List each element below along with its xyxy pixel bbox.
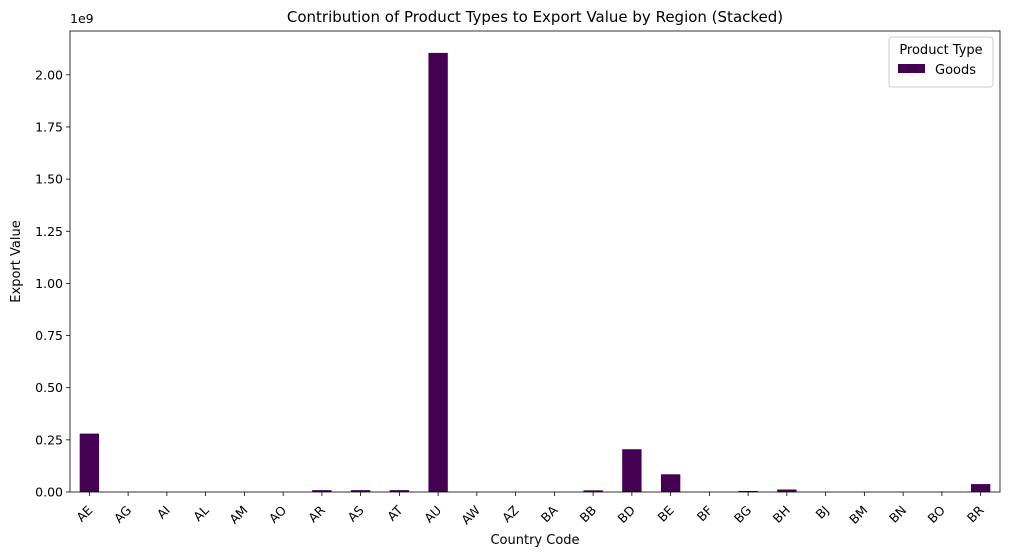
bar-bh-goods — [777, 489, 797, 492]
x-tick-label-bj: BJ — [812, 503, 831, 522]
bar-br-goods — [970, 484, 991, 492]
x-tick-label-as: AS — [344, 502, 366, 524]
y-axis: 0.00 0.25 0.50 0.75 1.00 1.25 1.50 1.75 2.00 — [35, 67, 70, 500]
x-tick-label-ae: AE — [73, 502, 95, 524]
legend-swatch-goods — [898, 64, 925, 73]
chart-title: Contribution of Product Types to Export … — [287, 8, 783, 26]
y-tick-label: 0.25 — [35, 432, 63, 447]
x-axis: AE AG AI AL AM AO AR AS AT AU AW AZ BA BB BD BE BF BG BH BJ… — [73, 492, 987, 527]
y-tick-label: 1.25 — [35, 224, 63, 239]
x-tick-label-bf: BF — [694, 503, 716, 525]
y-tick-label: 2.00 — [35, 67, 63, 82]
bar-bg-goods — [738, 490, 758, 492]
x-tick-label-az: AZ — [499, 503, 522, 526]
bar-ar-goods — [312, 490, 332, 492]
x-tick-label-bm: BM — [846, 503, 870, 527]
x-tick-label-br: BR — [964, 502, 987, 525]
x-tick-label-ar: AR — [305, 502, 328, 525]
x-tick-label-bb: BB — [577, 503, 600, 526]
bar-bb-goods — [583, 490, 603, 492]
y-axis-label: Export Value — [9, 220, 24, 302]
x-tick-label-ai: AI — [154, 503, 173, 522]
y-tick-label: 1.50 — [35, 172, 63, 187]
x-tick-label-ao: AO — [266, 502, 290, 526]
x-tick-label-au: AU — [421, 503, 444, 526]
y-tick-label: 0.00 — [35, 485, 63, 500]
x-tick-label-at: AT — [384, 502, 406, 524]
bar-at-goods — [389, 490, 410, 492]
x-tick-label-bo: BO — [925, 502, 949, 526]
legend-items: Goods — [898, 63, 976, 78]
x-tick-label-am: AM — [226, 503, 250, 527]
bar-bd-goods — [622, 449, 642, 492]
x-axis-label: Country Code — [490, 533, 579, 548]
legend-box — [888, 36, 994, 88]
legend-title: Product Type — [899, 43, 982, 58]
x-tick-label-be: BE — [654, 502, 676, 524]
plot-frame — [69, 30, 1001, 493]
legend-label-goods: Goods — [935, 63, 976, 78]
x-tick-label-ag: AG — [111, 503, 134, 526]
x-tick-label-bd: BD — [615, 503, 638, 526]
x-tick-label-aw: AW — [458, 503, 483, 528]
x-tick-label-bn: BN — [886, 503, 909, 526]
y-tick-label: 1.00 — [35, 276, 63, 291]
bars-group — [79, 52, 991, 493]
x-tick-label-al: AL — [190, 502, 212, 524]
x-tick-label-bg: BG — [731, 503, 754, 526]
y-offset-label: 1e9 — [70, 11, 94, 26]
bar-be-goods — [660, 474, 681, 492]
bar-au-goods — [428, 52, 448, 493]
y-tick-label: 0.75 — [35, 328, 63, 343]
bar-as-goods — [350, 490, 371, 492]
legend: Product Type Goods — [888, 36, 994, 88]
x-tick-label-bh: BH — [770, 503, 793, 526]
bar-ae-goods — [79, 433, 100, 492]
y-tick-label: 1.75 — [35, 119, 63, 134]
y-tick-label: 0.50 — [35, 380, 63, 395]
x-tick-label-ba: BA — [538, 502, 561, 525]
